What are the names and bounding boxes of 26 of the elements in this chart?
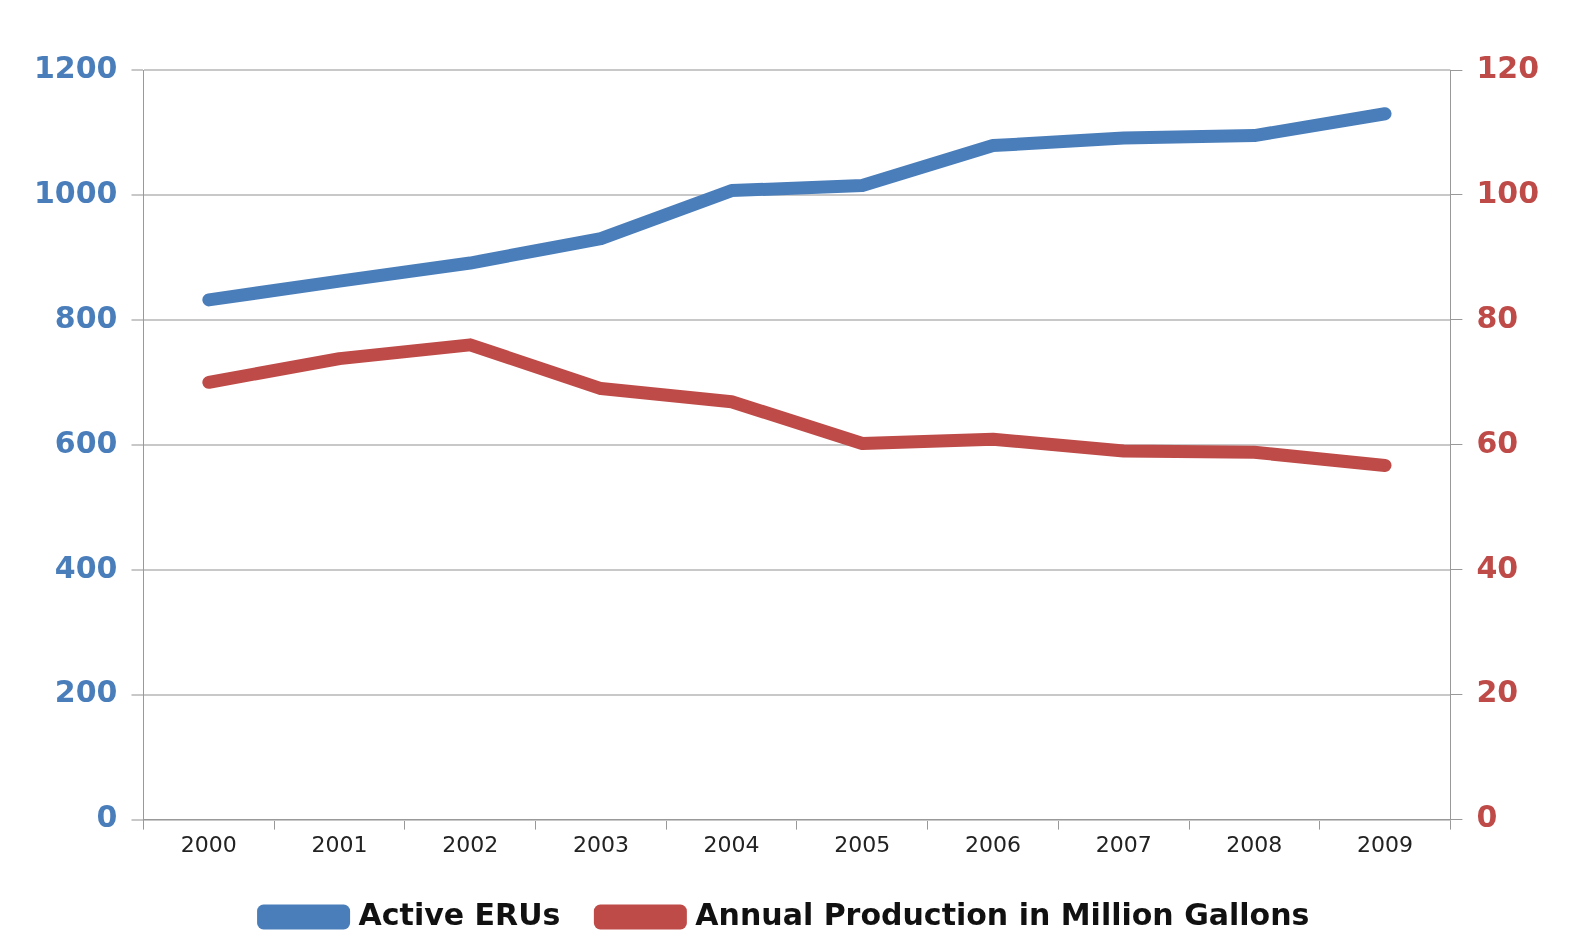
x-tick-label: 2002 — [442, 831, 499, 857]
y-tick-label: 200 — [54, 674, 118, 710]
x-tick-label: 2009 — [1357, 831, 1414, 857]
y2-tick-label: 80 — [1476, 299, 1519, 335]
y2-tick-label: 100 — [1476, 174, 1539, 210]
y-tick-label: 0 — [96, 799, 118, 835]
x-tick-label: 2004 — [703, 831, 760, 857]
y-tick-label: 1000 — [34, 174, 118, 210]
x-tick-label: 2007 — [1095, 831, 1152, 857]
y-tick-label: 600 — [54, 424, 118, 460]
x-tick-label: 2003 — [572, 831, 629, 857]
y-tick-label: 800 — [54, 299, 118, 335]
y2-tick-label: 0 — [1476, 799, 1498, 835]
x-tick-label: 2005 — [834, 831, 891, 857]
y2-tick-label: 120 — [1476, 49, 1539, 85]
legend-label: Annual Production in Million Gallons — [695, 896, 1310, 932]
y-tick-label: 400 — [54, 549, 118, 585]
y2-tick-label: 20 — [1476, 674, 1519, 710]
x-tick-label: 2006 — [964, 831, 1021, 857]
legend-label: Active ERUs — [358, 896, 561, 932]
y-tick-label: 1200 — [34, 49, 118, 85]
x-tick-label: 2008 — [1226, 831, 1283, 857]
y2-tick-label: 60 — [1476, 424, 1519, 460]
y2-tick-label: 40 — [1476, 549, 1519, 585]
x-tick-label: 2001 — [311, 831, 368, 857]
x-tick-label: 2000 — [180, 831, 237, 857]
